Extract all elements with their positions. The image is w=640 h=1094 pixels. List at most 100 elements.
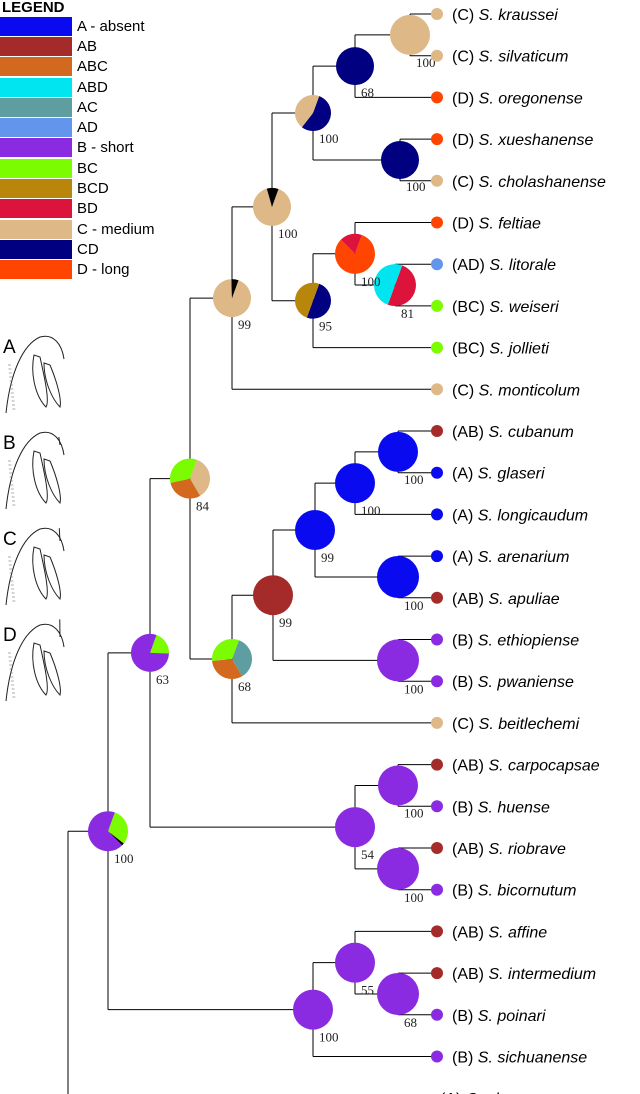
tip-sichuanense: (B) S. sichuanense (431, 1050, 587, 1067)
tip-genus: S. (479, 90, 494, 107)
tip-label: (B) S. huense (452, 799, 550, 816)
tip-species: carpocapsae (508, 758, 600, 775)
tip-genus: S. (479, 382, 494, 399)
legend-swatch (0, 36, 72, 56)
node-pie-n_lo (295, 282, 331, 319)
pie-slice-b (377, 847, 419, 890)
legend-item-d: D - long (0, 260, 160, 280)
tip-species: riobrave (508, 841, 566, 858)
tip-genus: S. (478, 507, 493, 524)
tip-state-code: (B) (452, 674, 473, 691)
pie-slice-b (293, 989, 333, 1030)
tip-state-code: (A) (452, 466, 473, 483)
pie-slice-ab (253, 575, 293, 616)
spicule (32, 642, 48, 696)
body-outline (5, 335, 65, 414)
pie-slice-b (131, 633, 169, 672)
bootstrap-label: 100 (114, 851, 134, 866)
node-pie-n_84 (170, 458, 210, 499)
tip-label: (C) S. cholashanense (452, 174, 606, 191)
tip-state-dot (431, 508, 443, 521)
tip-species: cholashanense (498, 174, 606, 191)
tip-species: xueshanense (497, 132, 593, 149)
tip-glaseri: (A) S. glaseri (431, 466, 545, 483)
tip-label: (B) S. sichuanense (452, 1050, 587, 1067)
mucron (58, 436, 61, 446)
spicule (32, 546, 48, 600)
tip-genus: S. (488, 966, 503, 983)
pie-slice-b (335, 807, 375, 848)
tip-genus: S. (479, 216, 494, 233)
pie-slice-bc (170, 458, 197, 483)
node-pie-n_up (294, 95, 331, 132)
tip-state-dot (431, 91, 443, 104)
tip-huense: (B) S. huense (431, 799, 550, 816)
bootstrap-label: 100 (404, 598, 424, 613)
tip-intermedium: (AB) S. intermedium (431, 966, 596, 983)
node-pie-n_root (87, 811, 129, 852)
pie-slice-c (294, 95, 320, 128)
node-pie-n_ksO (336, 47, 374, 86)
panel-letter: D (3, 625, 17, 646)
tip-genus: S. (488, 424, 503, 441)
tip-genus: S. (478, 674, 493, 691)
legend-swatch (0, 57, 72, 77)
tip-state-dot (431, 258, 443, 271)
tip-state-dot (431, 133, 443, 146)
legend: LEGEND A - absent AB ABC ABD AC AD B - short BC… (0, 0, 160, 280)
pie-slice-bcd (295, 282, 320, 318)
bootstrap-label: 68 (404, 1015, 417, 1030)
tip-apuliae: (AB) S. apuliae (431, 591, 560, 608)
bootstrap-label: 100 (404, 890, 424, 905)
tip-genus: S. (488, 924, 503, 941)
legend-item-ab: AB (0, 36, 160, 56)
legend-item-b: B - short (0, 138, 160, 158)
tip-label: (B) S. poinari (452, 1008, 546, 1025)
bootstrap-label: 100 (416, 55, 436, 70)
node-pie-n_eth_pwa (377, 639, 419, 682)
tip-species: longicaudum (497, 507, 588, 524)
tip-genus: S. (488, 591, 503, 608)
legend-item-abd: ABD (0, 77, 160, 97)
spicule (32, 450, 48, 504)
bootstrap-label: 100 (361, 503, 381, 518)
pie-slice-c (213, 279, 252, 318)
pie-slice-black (266, 187, 279, 207)
node-pie-n_top (213, 279, 252, 318)
tip-label: (D) S. xueshanense (452, 132, 594, 149)
tip-state-dot (431, 883, 443, 896)
tip-label: (A) C. elegans (440, 1091, 542, 1094)
legend-item-ad: AD (0, 117, 160, 138)
pie-slice-abc (170, 478, 201, 499)
node-pie-n_are_apu (377, 555, 419, 598)
pie-slice-c (390, 14, 430, 55)
tip-species: elegans (486, 1091, 542, 1094)
tip-state-dot (431, 925, 443, 938)
node-pie-n_fel (335, 233, 376, 274)
bootstrap-label: 99 (321, 550, 334, 565)
tip-state-dot (431, 49, 443, 62)
tip-species: monticolum (498, 382, 580, 399)
legend-swatch (0, 219, 72, 239)
tip-ethiopiense: (B) S. ethiopiense (431, 633, 579, 650)
tip-state-code: (D) (452, 216, 474, 233)
tip-state-code: (AB) (452, 841, 484, 858)
legend-label: BCD (77, 180, 109, 198)
tip-label: (AD) S. litorale (452, 257, 556, 274)
tip-genus: S. (478, 633, 493, 650)
bootstrap-label: 100 (404, 472, 424, 487)
tip-genus: S. (479, 174, 494, 191)
pie-slice-d (335, 234, 376, 274)
tip-state-dot (431, 633, 443, 646)
legend-swatch (0, 158, 72, 178)
tip-genus: S. (478, 1008, 493, 1025)
node-pie-n_car_hue (378, 765, 418, 806)
tip-weiseri: (BC) S. weiseri (431, 299, 559, 316)
tip-label: (B) S. pwaniense (452, 674, 574, 691)
bootstrap-label: 100 (319, 131, 339, 146)
panel-letter: A (3, 337, 16, 358)
bootstrap-label: 100 (404, 805, 424, 820)
pie-slice-cd (381, 140, 419, 179)
legend-label: B - short (77, 139, 134, 157)
tip-species: pwaniense (496, 674, 574, 691)
